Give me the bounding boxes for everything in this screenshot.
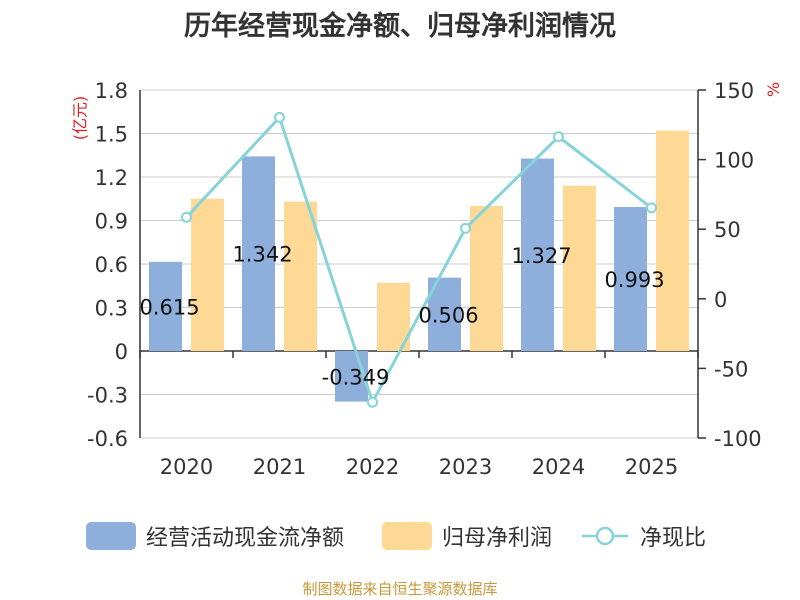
ratio-point (274, 111, 285, 123)
left-axis-tick-label: 1.8 (95, 79, 128, 103)
bar-value-label: 0.615 (139, 295, 199, 319)
bar-value-label: 0.993 (604, 268, 664, 292)
ratio-point (553, 131, 564, 143)
x-axis-category-label: 2023 (439, 455, 492, 479)
left-axis-tick-label: 1.5 (95, 123, 128, 147)
bar-net-profit (656, 130, 689, 351)
left-axis-tick-label: 0 (115, 340, 128, 364)
right-axis-tick-label: 150 (714, 79, 754, 103)
bar-cashflow (521, 158, 554, 351)
right-axis-tick-label: 0 (714, 288, 727, 312)
right-axis-tick-label: -100 (714, 427, 762, 451)
bar-net-profit (470, 206, 503, 351)
ratio-line (185, 114, 653, 407)
bar-net-profit (284, 201, 317, 351)
right-axis-tick-label: 50 (714, 218, 741, 242)
x-axis-category-label: 2021 (253, 455, 306, 479)
legend: 经营活动现金流净额 归母净利润 净现比 (0, 514, 800, 558)
legend-item-net-profit[interactable]: 归母净利润 (382, 514, 552, 558)
ratio-point (646, 202, 657, 214)
legend-swatch-cashflow (86, 522, 136, 550)
bar-value-label: 1.342 (232, 243, 292, 267)
left-axis-tick-label: -0.3 (87, 384, 128, 408)
x-axis-category-label: 2025 (625, 455, 678, 479)
bar-net-profit (191, 198, 224, 351)
legend-item-ratio[interactable]: 净现比 (580, 514, 706, 558)
bar-value-label: 0.506 (418, 303, 478, 327)
left-axis-tick-label: 0.9 (95, 210, 128, 234)
bar-cashflow (149, 261, 182, 351)
legend-label-cashflow: 经营活动现金流净额 (146, 526, 345, 551)
left-axis-tick-label: 1.2 (95, 166, 128, 190)
legend-item-cashflow[interactable]: 经营活动现金流净额 (86, 514, 344, 558)
legend-line-marker-icon (582, 526, 628, 546)
right-axis-tick-label: 100 (714, 149, 754, 173)
bar-cashflow (242, 156, 275, 351)
bar-cashflow (614, 207, 647, 351)
x-axis-category-label: 2020 (160, 455, 213, 479)
ratio-point (181, 211, 192, 223)
legend-label-ratio: 净现比 (640, 526, 707, 551)
bar-value-label: -0.349 (322, 365, 390, 389)
left-axis-tick-label: 0.3 (95, 297, 128, 321)
legend-label-net-profit: 归母净利润 (442, 526, 553, 551)
bar-net-profit (563, 185, 596, 351)
right-axis-tick-label: -50 (714, 357, 748, 381)
chart-title: 历年经营现金净额、归母净利润情况 (184, 11, 616, 42)
x-axis-category-label: 2024 (532, 455, 585, 479)
bar-value-label: 1.327 (511, 244, 571, 268)
x-axis-category-label: 2022 (346, 455, 399, 479)
ratio-point (367, 396, 378, 408)
left-axis-tick-label: -0.6 (87, 427, 128, 451)
ratio-point (460, 222, 471, 234)
legend-swatch-net-profit (382, 522, 432, 550)
left-axis-tick-label: 0.6 (95, 253, 128, 277)
data-source-note: 制图数据来自恒生聚源数据库 (302, 580, 498, 598)
